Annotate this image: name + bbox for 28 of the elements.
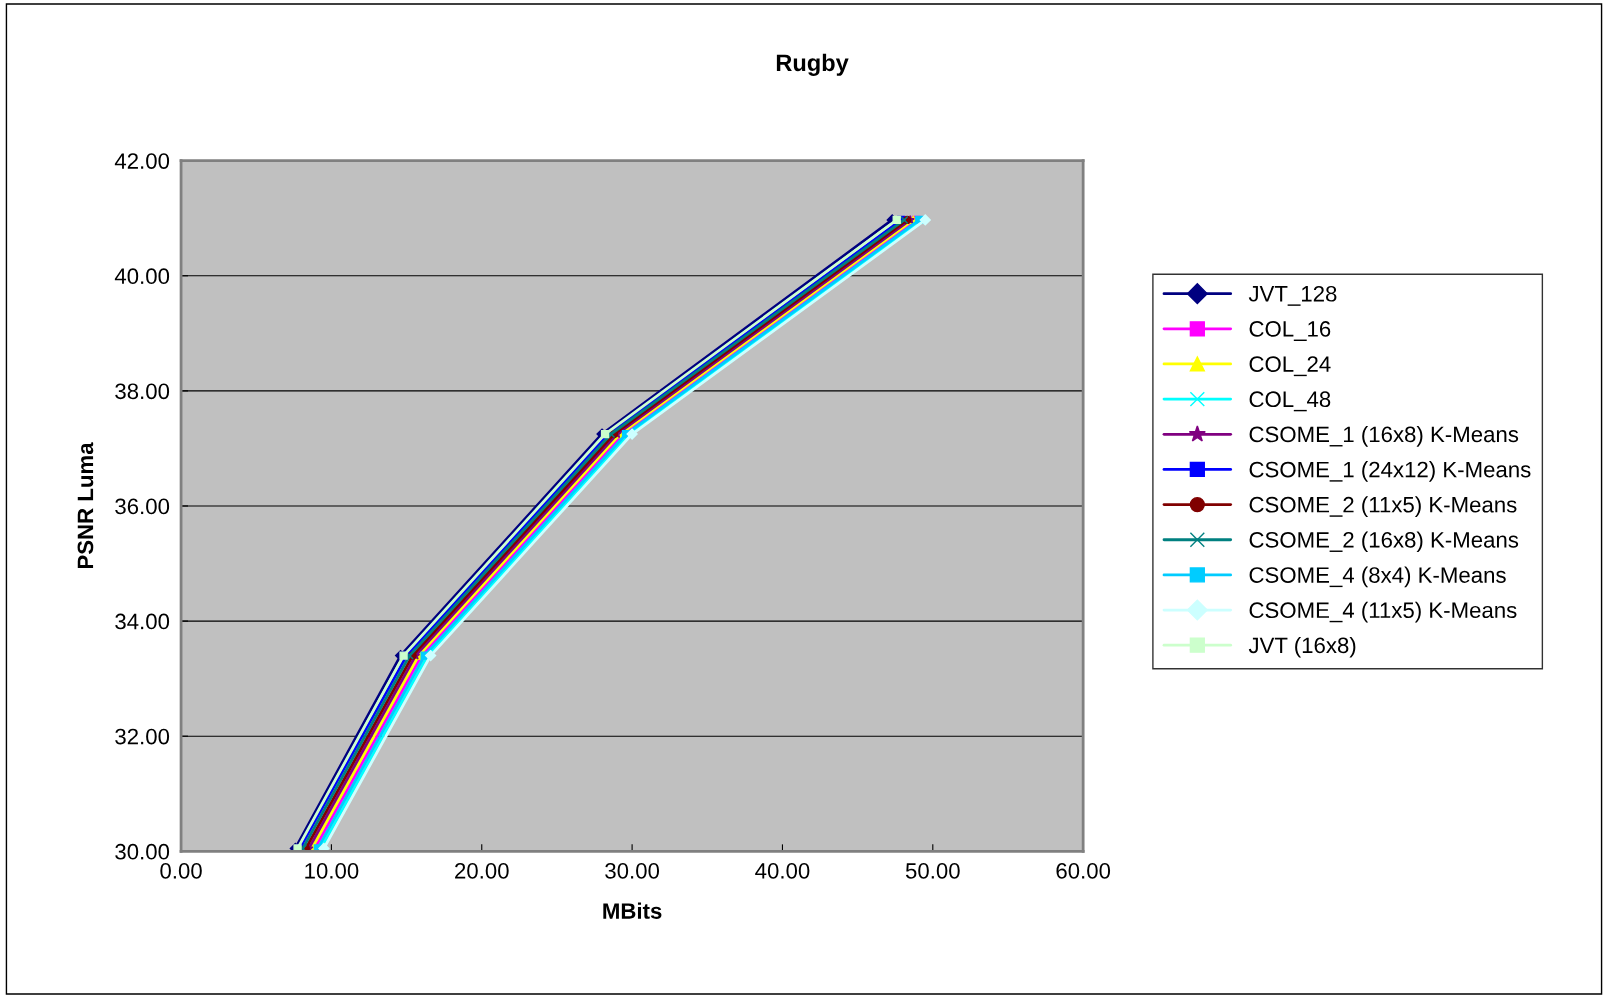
legend-label: CSOME_2 (11x5) K-Means xyxy=(1249,496,1517,517)
x-tick-label: 10.00 xyxy=(305,862,359,879)
legend-label: CSOME_4 (11x5) K-Means xyxy=(1249,601,1517,623)
y-tick-label: 34.00 xyxy=(115,613,170,630)
legend-label: COL_48 xyxy=(1249,391,1331,412)
x-tick-label: 40.00 xyxy=(755,862,810,879)
legend-label: CSOME_1 (16x8) K-Means xyxy=(1249,425,1519,447)
x-axis-title: MBits xyxy=(603,902,662,919)
x-tick-label: 0.00 xyxy=(160,862,202,879)
legend-label: COL_24 xyxy=(1249,356,1331,377)
legend-label: CSOME_1 (24x12) K-Means xyxy=(1249,461,1531,482)
y-tick-label: 32.00 xyxy=(115,728,170,745)
y-tick-label: 40.00 xyxy=(114,268,170,285)
y-tick-label: 42.00 xyxy=(114,153,170,169)
legend-label: CSOME_4 (8x4) K-Means xyxy=(1249,566,1506,588)
y-tick-label: 30.00 xyxy=(115,843,170,860)
y-tick-label: 38.00 xyxy=(115,383,170,400)
chart-title: Rugby xyxy=(776,53,849,76)
x-tick-label: 30.00 xyxy=(605,862,660,879)
x-tick-label: 20.00 xyxy=(455,862,509,879)
x-tick-label: 60.00 xyxy=(1056,862,1111,879)
legend-label: COL_16 xyxy=(1249,321,1331,341)
legend-label: JVT_128 xyxy=(1248,285,1337,306)
x-tick-label: 50.00 xyxy=(905,862,960,879)
legend-label: CSOME_2 (16x8) K-Means xyxy=(1249,531,1519,553)
legend-label: JVT (16x8) xyxy=(1248,636,1356,658)
y-axis-title: PSNR Luma xyxy=(77,442,94,569)
y-tick-label: 36.00 xyxy=(115,498,170,515)
